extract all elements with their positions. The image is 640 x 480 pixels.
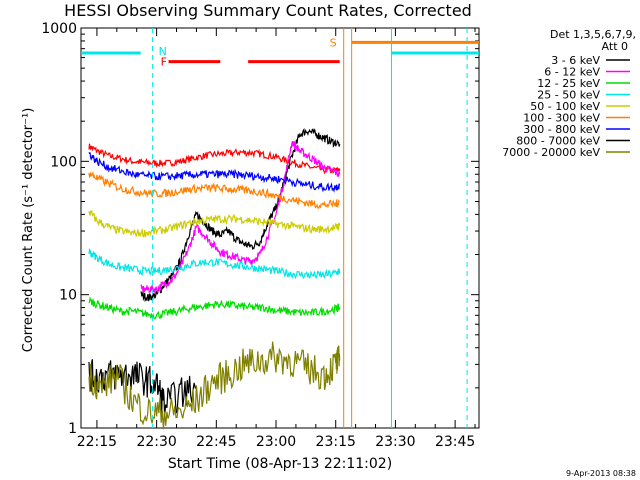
series-line-3 [88,248,341,280]
legend-item-label: 6 - 12 keV [544,66,600,79]
series-line-red [88,143,341,175]
plot-frame [80,27,480,429]
series-line-6 [88,152,341,193]
y-axis-label: Corrected Count Rate (s⁻¹ detector⁻¹) [21,108,36,353]
legend-item-label: 300 - 800 keV [523,123,600,136]
x-tick-label: 23:45 [435,434,475,450]
legend-item-label: 100 - 300 keV [523,112,600,125]
x-tick-label: 22:45 [196,434,236,450]
x-axis-label: Start Time (08-Apr-13 22:11:02) [168,456,392,472]
y-tick-label: 10 [59,288,77,304]
series-line-0 [140,127,341,303]
legend-item-label: 50 - 100 keV [530,100,600,113]
series-line-5 [88,170,341,210]
legend-item-label: 7000 - 20000 keV [502,146,600,159]
legend-item-label: 800 - 7000 keV [516,135,600,148]
series-line-4 [88,209,341,238]
series-line-1 [140,140,341,294]
series-line-2 [88,295,341,320]
legend-header: Att 0 [602,40,628,53]
legend-header: Det 1,3,5,6,7,9, [550,28,636,41]
legend-item-label: 25 - 50 keV [537,89,600,102]
saa-label: S [330,36,337,49]
legend-item-label: 12 - 25 keV [537,77,600,90]
x-tick-label: 23:30 [375,434,415,450]
legend-item-label: 3 - 6 keV [551,54,600,67]
series-line-8 [88,341,341,430]
y-tick-label: 100 [50,154,77,170]
x-tick-label: 23:15 [316,434,356,450]
x-tick-label: 22:30 [136,434,176,450]
flare-label: F [161,56,167,69]
y-tick-label: 1 [68,421,77,437]
chart-title: HESSI Observing Summary Count Rates, Cor… [64,1,472,20]
night-label: N [159,45,167,58]
series-line-7 [88,359,197,417]
y-tick-label: 1000 [41,21,77,37]
x-tick-label: 22:15 [77,434,117,450]
plot-area: 1 10 100 1000 22:15 22:30 22:45 23:00 23:15 23:30… [41,21,480,450]
footer-date: 9-Apr-2013 08:38 [566,469,636,478]
x-tick-label: 23:00 [256,434,296,450]
